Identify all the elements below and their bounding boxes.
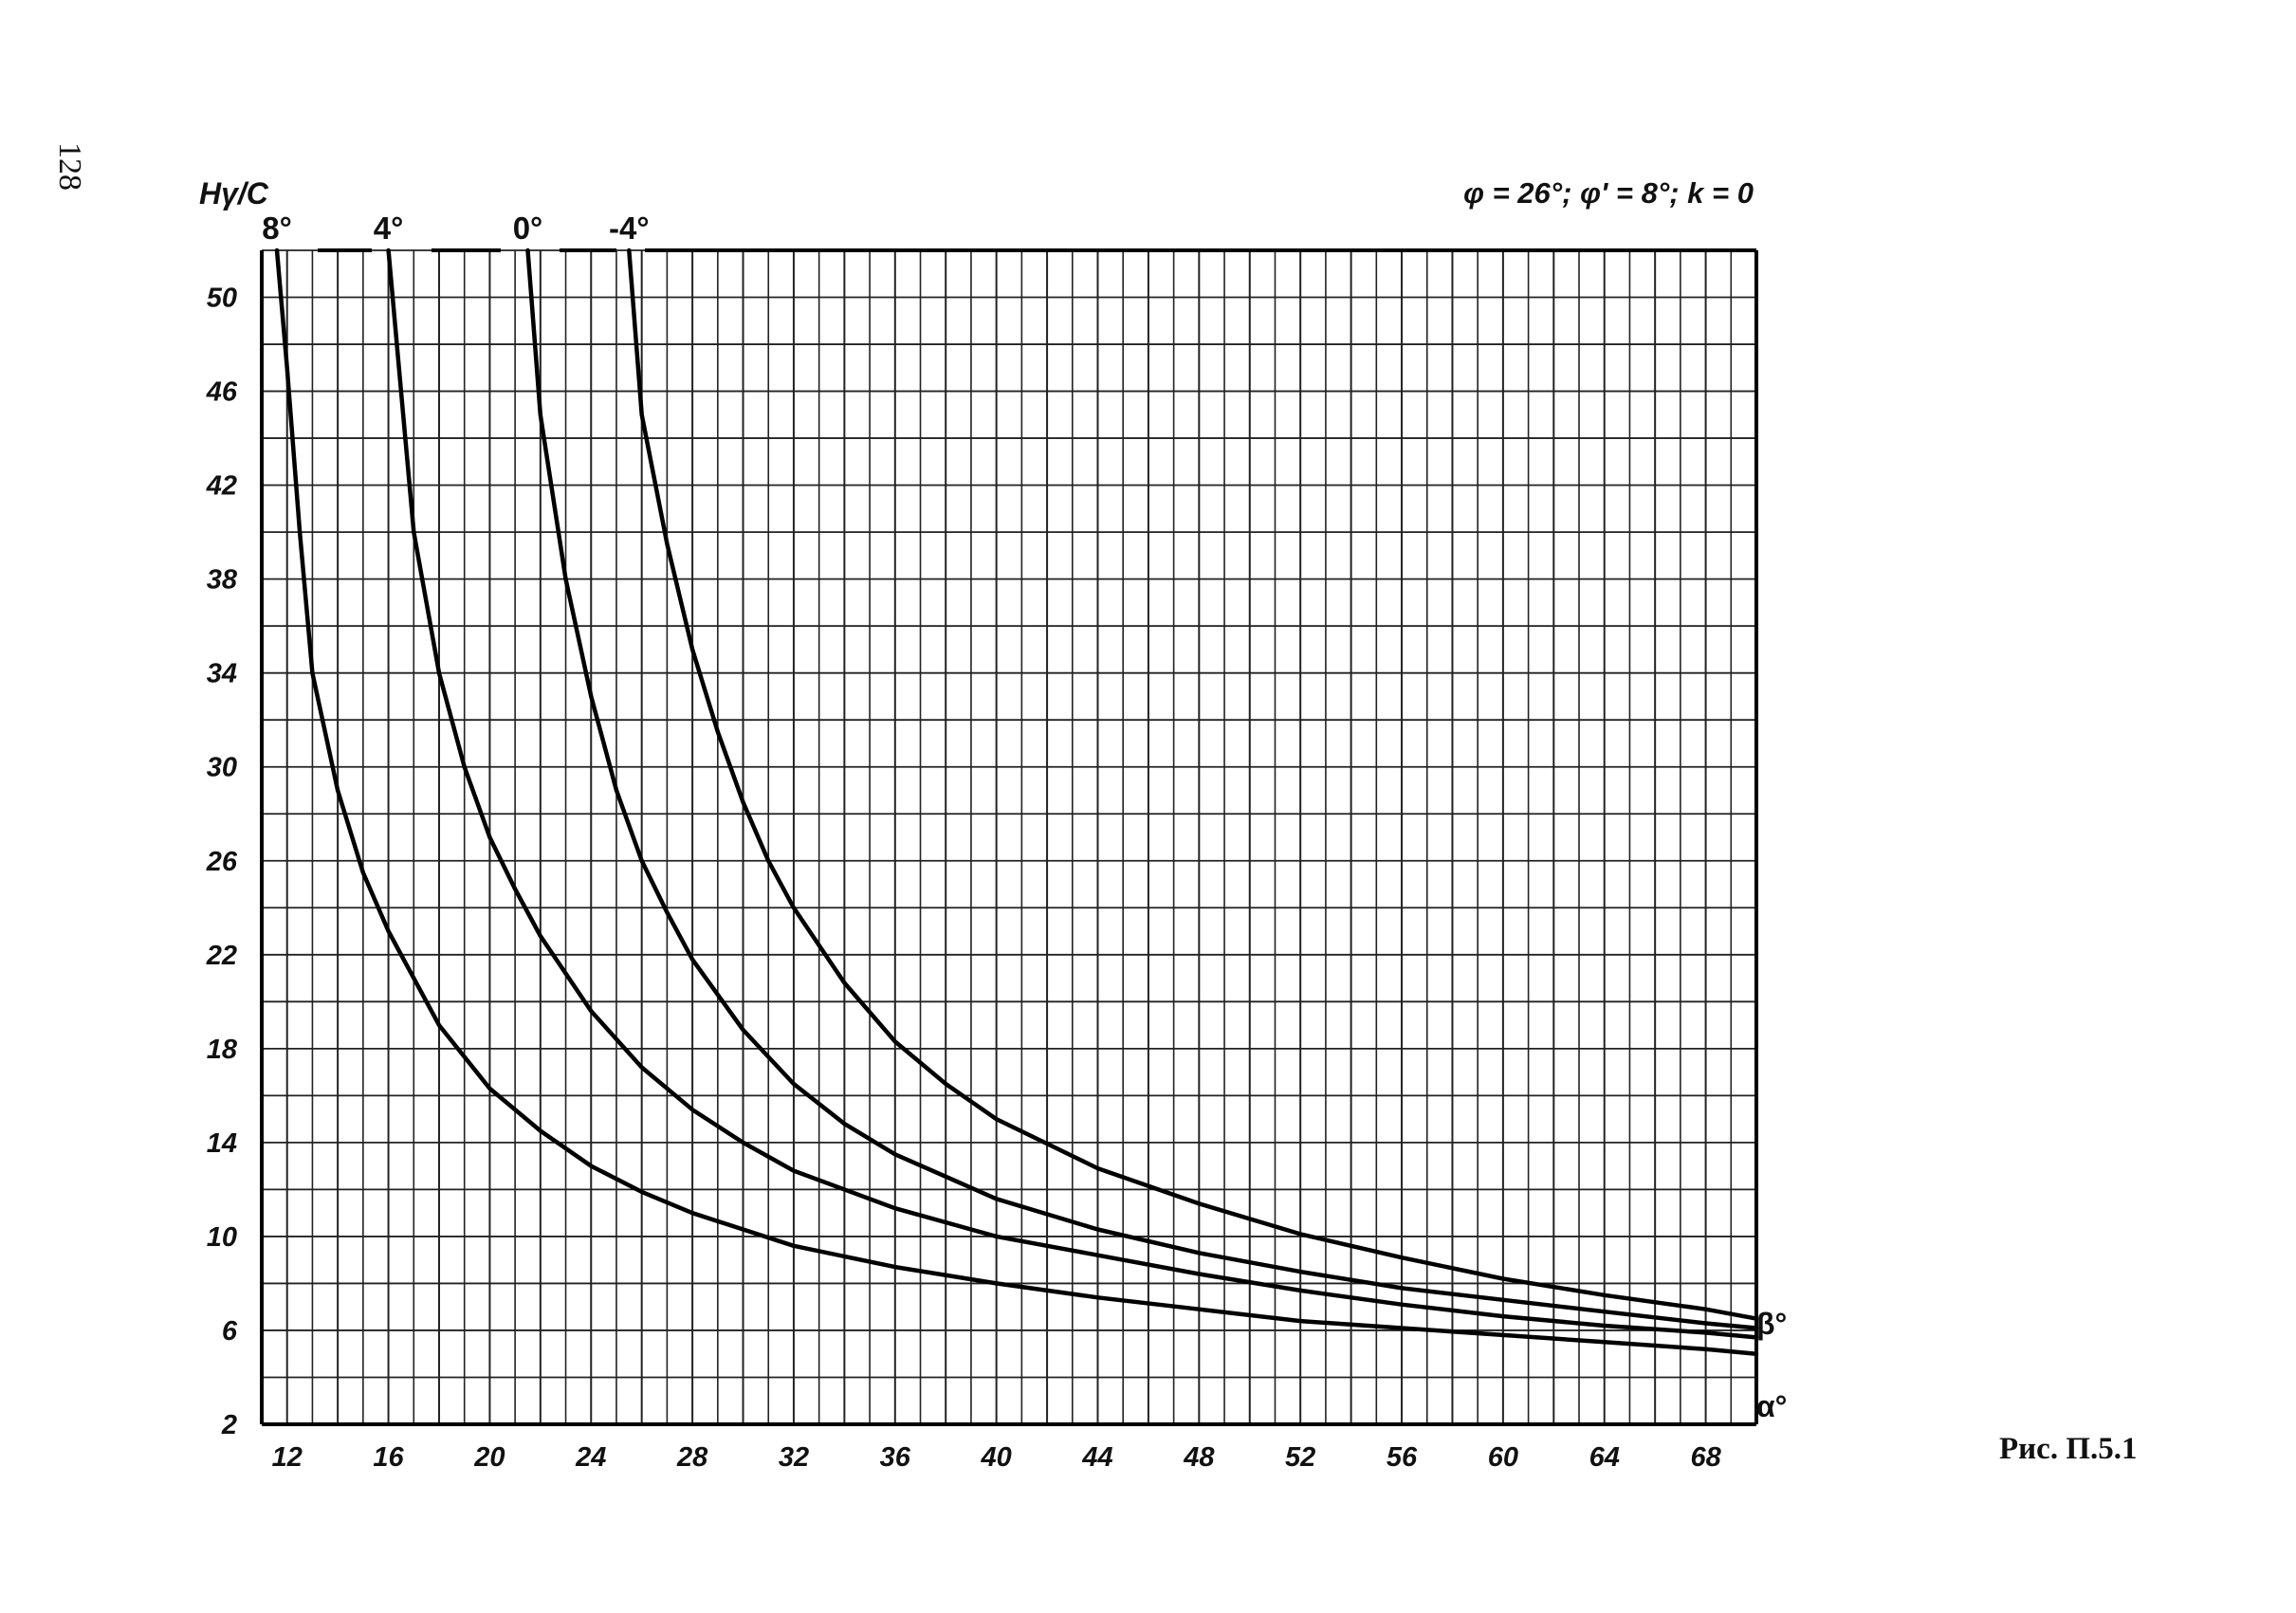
curves: [274, 247, 1759, 1356]
y-axis-label: Hγ/C: [199, 176, 268, 211]
series-label: 4°: [374, 211, 404, 246]
x-tick-label: 36: [880, 1442, 911, 1473]
x-tick-label: 48: [1183, 1442, 1215, 1473]
series-label: 0°: [513, 211, 543, 246]
grid: [261, 249, 1757, 1425]
x-tick-label: 20: [473, 1442, 505, 1473]
x-axis-label: α°: [1756, 1389, 1788, 1423]
x-tick-label: 56: [1387, 1442, 1418, 1473]
x-tick-label: 24: [575, 1442, 606, 1473]
y-tick-label: 42: [206, 471, 237, 502]
x-tick-label: 44: [1081, 1442, 1112, 1473]
x-tick-label: 16: [373, 1442, 404, 1473]
chart-title: φ = 26°; φ' = 8°; k = 0: [1463, 176, 1754, 210]
series-line: [627, 247, 1759, 1321]
series-line: [386, 247, 1759, 1340]
y-tick-label: 22: [206, 941, 237, 971]
x-tick-label: 52: [1285, 1442, 1315, 1473]
series-line: [274, 247, 1759, 1356]
y-tick-label: 46: [206, 377, 238, 408]
x-tick-label: 60: [1488, 1442, 1518, 1473]
tick-labels: 12 16 20 24 28 32 36 40 44 48 52 56 60 64 682610141822…: [206, 284, 1722, 1473]
series-label: -4°: [609, 211, 650, 246]
y-tick-label: 10: [207, 1222, 237, 1253]
y-tick-label: 2: [221, 1410, 237, 1440]
plot-frame: [260, 248, 1758, 1426]
y-tick-label: 50: [207, 284, 237, 314]
y-tick-label: 30: [207, 753, 237, 783]
x-tick-label: 32: [779, 1442, 809, 1473]
x-tick-label: 40: [981, 1442, 1012, 1473]
y-tick-label: 26: [206, 847, 238, 877]
series-label: 8°: [262, 211, 292, 246]
y-tick-label: 18: [207, 1035, 238, 1065]
curve-labels: 8° 4° 0° -4°: [262, 211, 649, 246]
y-tick-label: 34: [207, 659, 237, 689]
x-tick-label: 28: [676, 1442, 708, 1473]
series-axis-label: β°: [1756, 1307, 1788, 1341]
y-tick-label: 38: [207, 565, 238, 596]
x-tick-label: 12: [272, 1442, 303, 1473]
x-tick-label: 64: [1589, 1442, 1620, 1473]
y-tick-label: 14: [207, 1128, 237, 1159]
x-tick-label: 68: [1690, 1442, 1721, 1473]
series-line: [525, 247, 1759, 1330]
y-tick-label: 6: [222, 1316, 238, 1347]
figure-caption: Рис. П.5.1: [1999, 1432, 2138, 1466]
